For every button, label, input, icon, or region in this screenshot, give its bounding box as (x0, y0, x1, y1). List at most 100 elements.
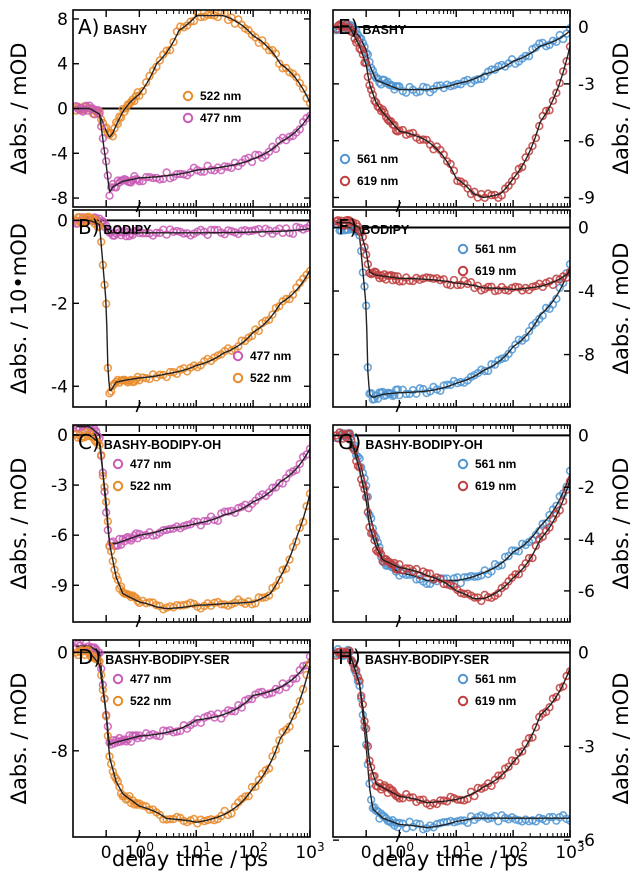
data-point (189, 517, 199, 526)
plot-area (333, 428, 570, 606)
panel-title: F) BODIPY (338, 215, 410, 239)
y-tick-label: -6 (578, 582, 595, 602)
data-point (558, 497, 568, 506)
data-point (169, 37, 178, 47)
data-point (268, 483, 277, 493)
panel-letter: F) (338, 215, 357, 239)
legend-marker (457, 265, 469, 277)
x-tick-label: 102 (498, 840, 527, 863)
data-point (268, 310, 277, 319)
y-tick-label: 4 (57, 55, 68, 75)
data-point (419, 135, 428, 144)
data-point (133, 175, 142, 184)
y-tick-label: -9 (578, 189, 595, 209)
y-axis-label: Δabs. / mOD (7, 43, 31, 175)
y-tick-label: 0 (578, 644, 589, 664)
data-point (518, 747, 527, 756)
panel-name: BASHY-BODIPY-SER (105, 653, 229, 667)
fit-curve (76, 434, 310, 610)
legend-marker (182, 112, 194, 124)
data-point (138, 86, 147, 96)
panel-a: 8 4 0 -4 -8 Δabs. / mOD A) BASHY 522 nm 477 nm (7, 9, 311, 213)
data-point (295, 459, 304, 469)
data-point (292, 705, 301, 715)
legend-label: 522 nm (130, 479, 171, 493)
data-point (113, 575, 122, 584)
data-point (305, 489, 310, 498)
legend-label: 522 nm (250, 371, 291, 385)
data-point (285, 132, 294, 142)
plot-area (333, 215, 570, 404)
fit-curve (336, 26, 570, 91)
legend: 477 nm 522 nm (112, 457, 171, 493)
data-point (511, 570, 520, 579)
data-point (545, 523, 554, 532)
fit-curve (336, 222, 570, 291)
legend: 522 nm 477 nm (182, 89, 241, 125)
x-tick-label: 100 (385, 840, 414, 863)
y-tick-label: -4 (578, 530, 595, 550)
plot-area (73, 640, 310, 828)
data-point (511, 282, 520, 291)
data-point (405, 276, 414, 286)
y-tick-label: 0 (578, 218, 589, 238)
y-axis-label: Δabs. / mOD (609, 458, 633, 590)
legend-marker (112, 480, 124, 492)
series-522-nm (73, 212, 310, 398)
y-axis-label: Δabs. / mOD (609, 43, 633, 175)
y-axis-label: Δabs. / 10•mOD (7, 223, 31, 394)
data-point (240, 792, 250, 801)
panel-letter: C) (78, 430, 100, 454)
y-tick-label: -3 (578, 75, 595, 95)
data-point (288, 290, 298, 299)
plot-area (73, 212, 310, 398)
panel-title: A) BASHY (78, 15, 148, 39)
panel-g: 0 -2 -4 -6 Δabs. / mOD G) BASHY-BODIPY-OH 561 n… (332, 424, 633, 628)
data-point (558, 67, 568, 76)
legend-marker (112, 458, 124, 470)
x-axis-label-right: delay time / ps (372, 847, 528, 871)
panel-name: BASHY-BODIPY-OH (104, 438, 221, 452)
data-point (366, 85, 376, 94)
data-point (244, 791, 253, 801)
y-tick-label: 0 (57, 100, 68, 120)
data-point (538, 519, 547, 529)
fit-curve (76, 645, 310, 746)
y-axis-label: Δabs. / mOD (7, 673, 31, 805)
panel-name: BODIPY (104, 223, 153, 237)
data-point (393, 272, 402, 281)
y-tick-label: 0 (578, 18, 589, 38)
y-tick-label: -8 (578, 346, 595, 366)
data-point (196, 167, 205, 176)
data-point (305, 444, 310, 453)
y-tick-label: 0 (57, 211, 68, 231)
panels-layer: 8 4 0 -4 -8 Δabs. / mOD A) BASHY 522 nm 477 nm 0 -2… (7, 9, 633, 863)
y-axis-label: Δabs. / mOD (609, 673, 633, 805)
data-point (545, 812, 554, 822)
y-axis-label: Δabs. / mOD (609, 243, 633, 375)
data-point (531, 723, 541, 732)
x-axis-label-left: delay time / ps (112, 847, 268, 871)
data-point (305, 652, 310, 661)
data-point (453, 280, 462, 290)
legend: 561 nm 619 nm (457, 242, 516, 278)
panel-letter: G) (338, 430, 361, 454)
data-point (295, 696, 304, 706)
fit-curve (76, 651, 310, 823)
x-tick-label: 0 (361, 843, 372, 863)
data-point (264, 591, 274, 600)
legend-label: 477 nm (130, 672, 171, 686)
data-point (186, 17, 195, 26)
y-tick-label: -3 (578, 737, 595, 757)
panel-h: 0 -3 -6 Δabs. / mOD H) BASHY-BODIPY-SER 561 nm… (332, 639, 633, 863)
data-point (105, 191, 114, 200)
data-point (285, 228, 294, 238)
legend: 561 nm 619 nm (457, 672, 516, 708)
data-point (541, 303, 551, 313)
data-point (429, 798, 438, 808)
x-tick-label: 102 (238, 840, 267, 863)
panel-e: 0 -3 -6 -9 Δabs. / mOD E) BASHY 561 nm 619 nm (332, 9, 633, 213)
data-point (395, 794, 404, 803)
plot-frame (332, 639, 571, 838)
data-point (358, 50, 368, 59)
